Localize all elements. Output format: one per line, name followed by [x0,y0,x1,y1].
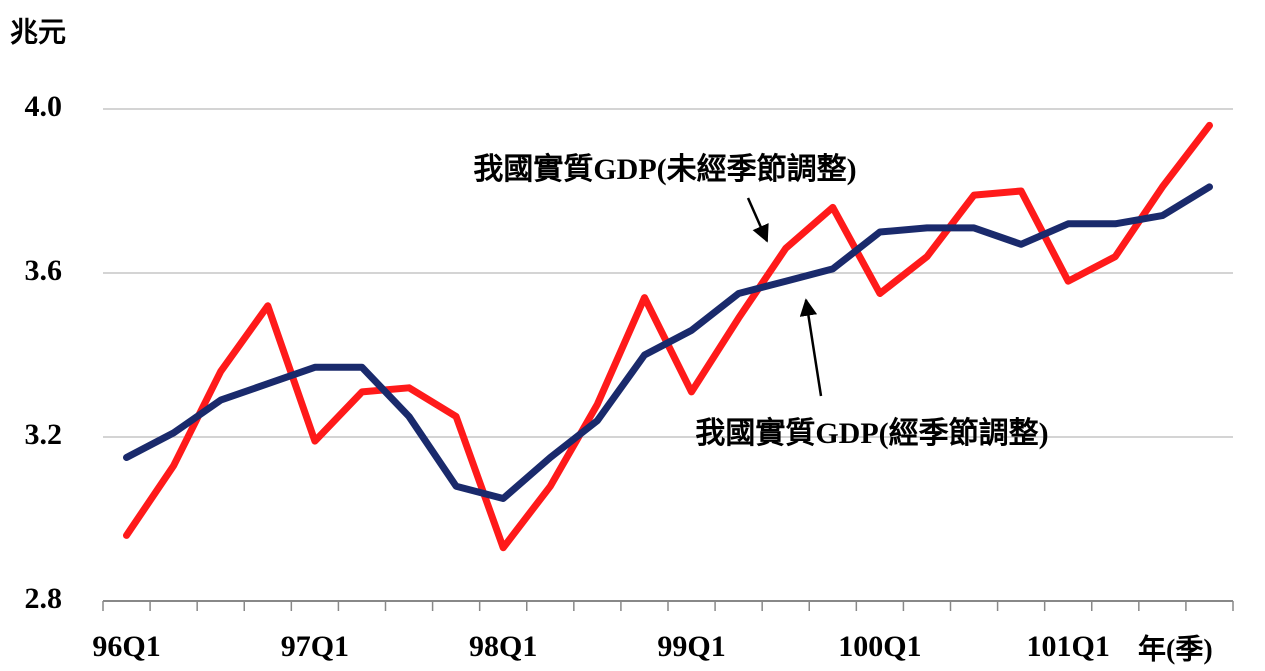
x-axis-label: 年(季) [1138,632,1213,665]
series-annotation: 我國實質GDP(經季節調整) [695,416,1048,450]
x-tick-label: 100Q1 [838,630,921,663]
y-axis-label: 兆元 [10,16,66,48]
annotation-arrow [799,298,823,397]
y-tick-label: 3.2 [25,418,63,451]
y-tick-label: 3.6 [25,254,63,287]
x-tick-label: 99Q1 [657,630,725,663]
x-tick-label: 101Q1 [1027,630,1110,663]
series-line [123,183,1213,502]
x-tick-label: 96Q1 [92,630,160,663]
series-annotation: 我國實質GDP(未經季節調整) [473,152,856,186]
x-tick-label: 97Q1 [281,630,349,663]
y-tick-label: 2.8 [25,582,63,615]
y-tick-label: 4.0 [25,90,63,123]
x-tick-label: 98Q1 [469,630,537,663]
annotation-arrow [746,197,769,243]
series-line [123,121,1213,552]
